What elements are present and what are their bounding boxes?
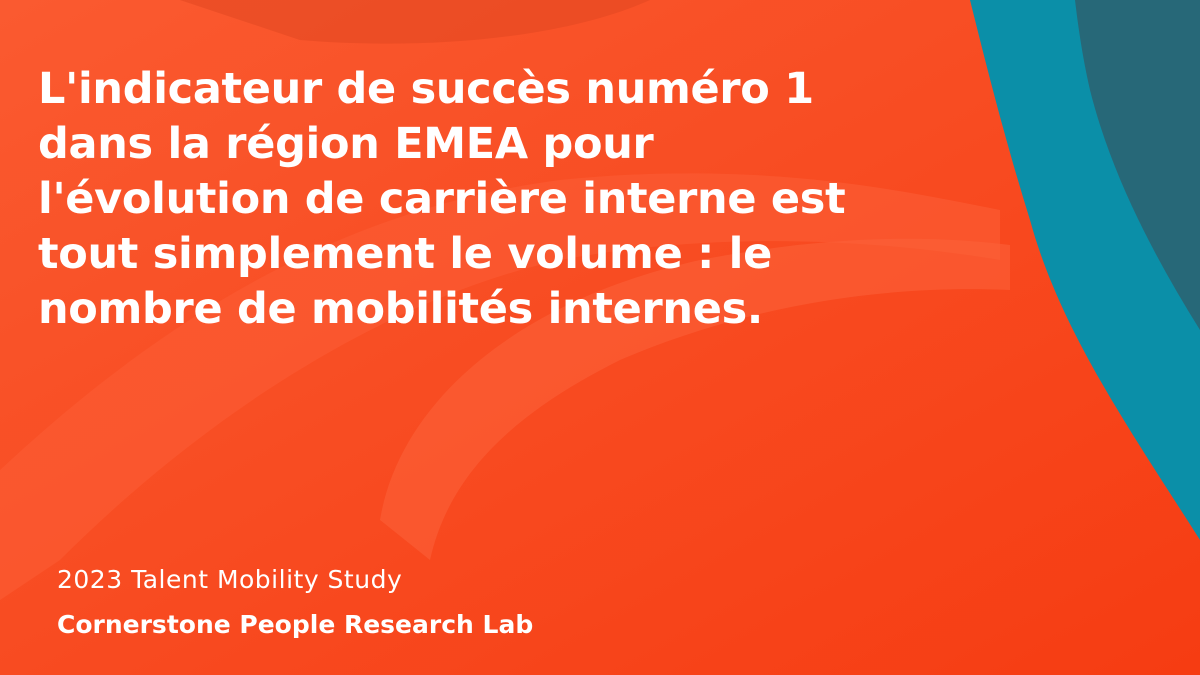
teal-ring-inner-shape — [1075, 0, 1200, 330]
curved-ribbon-shape — [380, 238, 1010, 560]
headline: L'indicateur de succès numéro 1 dans la … — [38, 62, 918, 337]
curved-ribbon-shape — [180, 0, 650, 44]
curved-ribbon-shape — [0, 173, 1000, 600]
headline-line: L'indicateur de succès numéro 1 — [38, 64, 814, 114]
headline-line: dans la région EMEA pour — [38, 119, 654, 169]
study-title: 2023 Talent Mobility Study — [57, 565, 403, 594]
headline-line: nombre de mobilités internes. — [38, 284, 763, 334]
headline-line: tout simplement le volume : le — [38, 229, 772, 279]
headline-line: l'évolution de carrière interne est — [38, 174, 846, 224]
research-lab-name: Cornerstone People Research Lab — [57, 610, 534, 639]
